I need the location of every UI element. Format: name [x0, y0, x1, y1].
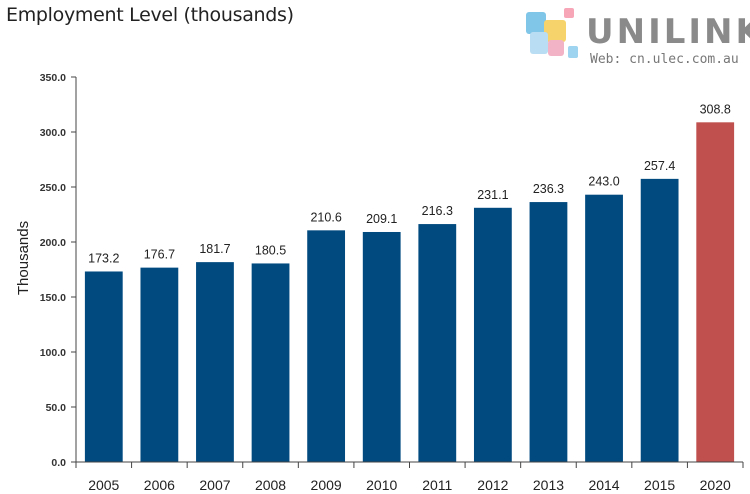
- bar-2008: [251, 263, 290, 462]
- bar-2010: [362, 231, 401, 462]
- data-label-2014: 243.0: [588, 175, 619, 189]
- bar-2014: [585, 194, 623, 462]
- bar-2009: [307, 230, 346, 462]
- unilink-logo-text: UNILINK: [586, 12, 750, 52]
- y-tick-label: 300.0: [40, 127, 66, 139]
- bar-2020: [696, 122, 735, 462]
- x-category-label: 2008: [255, 477, 286, 493]
- unilink-logo: UNILINK Web: cn.ulec.com.au: [524, 6, 750, 67]
- y-tick-label: 0.0: [51, 457, 66, 469]
- y-tick-label: 150.0: [40, 292, 66, 304]
- data-label-2005: 173.2: [88, 251, 119, 265]
- chart-title: Employment Level (thousands): [6, 4, 294, 26]
- x-category-label: 2006: [144, 477, 175, 493]
- data-label-2011: 216.3: [422, 204, 453, 218]
- bar-2006: [140, 267, 179, 462]
- data-label-2010: 209.1: [366, 212, 397, 226]
- x-category-label: 2011: [422, 477, 452, 493]
- x-categories-group: 2005 2006 2007 2008 2009 2010 2011 2012 2013 2014…: [75, 462, 744, 493]
- y-tick-label: 350.0: [40, 72, 66, 84]
- y-tick-label: 200.0: [40, 237, 66, 249]
- bar-2011: [418, 224, 457, 462]
- x-category-label: 2013: [533, 477, 564, 493]
- bars-group: 173.2 176.7 181.7 180.5 210.6 209.1 216.3 231.1…: [84, 102, 735, 463]
- data-label-2020: 308.8: [700, 102, 731, 116]
- x-category-label: 2010: [366, 477, 397, 493]
- y-ticks-group: 0.0 50.0 100.0 150.0 200.0 250.0 300.0 350.0: [40, 72, 76, 469]
- data-label-2012: 231.1: [477, 188, 508, 202]
- bar-2012: [473, 207, 512, 462]
- x-category-label: 2007: [199, 477, 230, 493]
- x-category-label: 2005: [88, 477, 119, 493]
- bar-2007: [196, 262, 234, 462]
- y-tick-label: 50.0: [46, 402, 67, 414]
- data-label-2006: 176.7: [144, 248, 175, 262]
- y-tick-label: 250.0: [40, 182, 66, 194]
- bar-2005: [84, 271, 123, 462]
- unilink-web-address: Web: cn.ulec.com.au: [590, 52, 739, 67]
- data-label-2009: 210.6: [310, 210, 341, 224]
- x-category-label: 2012: [477, 477, 508, 493]
- x-category-label: 2009: [311, 477, 342, 493]
- x-category-label: 2015: [644, 477, 675, 493]
- bar-2013: [529, 202, 568, 462]
- bar-2015: [640, 178, 679, 463]
- x-category-label: 2014: [588, 477, 619, 493]
- data-label-2013: 236.3: [533, 182, 564, 196]
- x-category-label: 2020: [700, 477, 731, 493]
- data-label-2008: 180.5: [255, 243, 286, 257]
- y-axis-label: Thousands: [15, 221, 32, 295]
- data-label-2007: 181.7: [199, 242, 230, 256]
- data-label-2015: 257.4: [644, 159, 675, 173]
- y-tick-label: 100.0: [40, 347, 66, 359]
- unilink-logo-mark: [526, 8, 578, 58]
